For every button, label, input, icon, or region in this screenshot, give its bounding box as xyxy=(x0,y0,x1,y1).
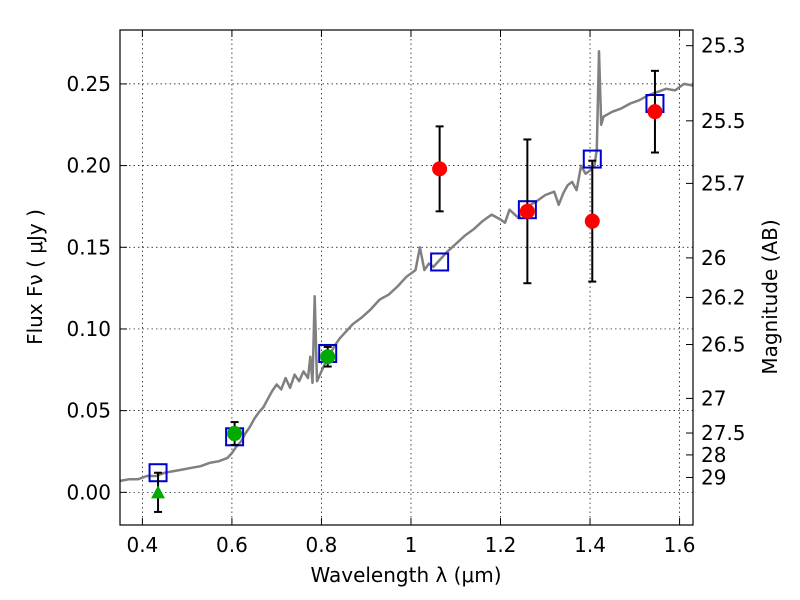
x-tick-label: 1.6 xyxy=(664,533,696,557)
x-tick-label: 1.4 xyxy=(574,533,606,557)
tick-layer: 0.4 0.6 0.8 1 1.2 1.4 1.6 0.00 0.05 0.10 0.15 0.20 0… xyxy=(66,30,746,557)
mag-tick-label: 28 xyxy=(701,443,726,467)
x-tick-label: 0.8 xyxy=(306,533,338,557)
data-point xyxy=(320,349,336,365)
upper-limit-marker xyxy=(151,485,166,499)
mag-tick-label: 26.2 xyxy=(701,285,746,309)
series-layer xyxy=(119,49,694,513)
mag-tick-label: 25.5 xyxy=(701,109,746,133)
data-point xyxy=(432,161,448,177)
y-axis-label: Flux Fν ( μJy ) xyxy=(23,209,47,345)
y-tick-label: 0.15 xyxy=(66,235,111,259)
x-tick-label: 1 xyxy=(405,533,418,557)
mag-tick-label: 26.5 xyxy=(701,332,746,356)
mag-tick-label: 27.5 xyxy=(701,421,746,445)
spectrum-line xyxy=(119,49,694,483)
model-photometry-square xyxy=(430,252,450,272)
y-tick-label: 0.20 xyxy=(66,154,111,178)
data-point xyxy=(227,426,243,442)
plot-frame xyxy=(119,29,694,526)
grid-layer xyxy=(120,30,693,525)
x-tick-label: 0.4 xyxy=(126,533,158,557)
y-tick-label: 0.00 xyxy=(66,480,111,504)
data-point xyxy=(519,203,535,219)
y-tick-label: 0.05 xyxy=(66,399,111,423)
x-tick-label: 1.2 xyxy=(485,533,517,557)
y2-axis-label: Magnitude (AB) xyxy=(758,219,782,374)
x-axis-label: Wavelength λ (μm) xyxy=(310,563,501,587)
y-tick-label: 0.25 xyxy=(66,72,111,96)
mag-tick-label: 25.3 xyxy=(701,34,746,58)
data-point xyxy=(647,104,663,120)
mag-tick-label: 27 xyxy=(701,386,726,410)
y-tick-label: 0.10 xyxy=(66,317,111,341)
data-point xyxy=(584,213,600,229)
mag-tick-label: 29 xyxy=(701,465,726,489)
mag-tick-label: 25.7 xyxy=(701,171,746,195)
mag-tick-label: 26 xyxy=(701,246,726,270)
x-tick-label: 0.6 xyxy=(216,533,248,557)
